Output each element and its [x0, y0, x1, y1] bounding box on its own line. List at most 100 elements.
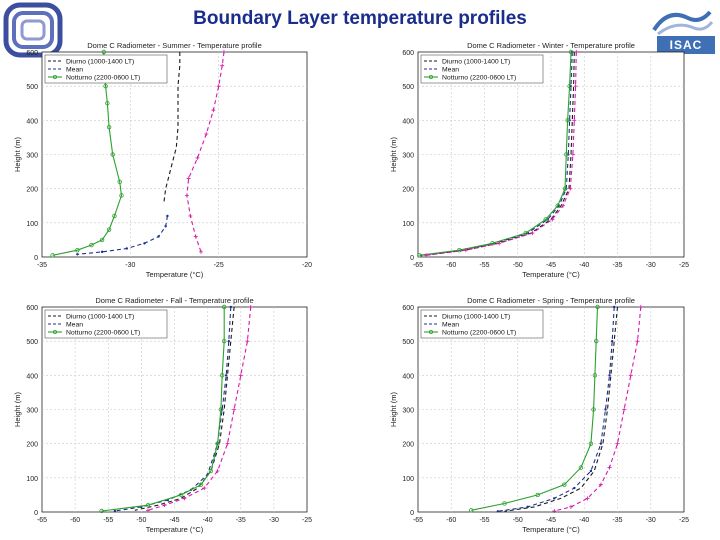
- x-tick-label: -25: [302, 517, 312, 524]
- data-point: [607, 465, 612, 470]
- y-tick-label: 300: [402, 408, 414, 415]
- isac-logo: [648, 4, 716, 41]
- data-point: [76, 253, 79, 256]
- data-point: [229, 305, 233, 309]
- data-point: [457, 247, 462, 253]
- data-point: [612, 305, 616, 309]
- data-point: [628, 373, 633, 378]
- y-tick-label: 100: [26, 476, 38, 483]
- legend-label: Diurno (1000-1400 LT): [442, 59, 510, 66]
- data-point: [232, 407, 237, 412]
- data-point: [162, 503, 167, 508]
- chart-1: -35 -30 -25 -20 0 100 200 300 400 500 600 Dome C Ra…: [13, 41, 312, 279]
- legend-label: Diurno (1000-1400 LT): [442, 314, 510, 321]
- y-tick-label: 600: [402, 50, 414, 57]
- cnr-logo: [2, 2, 68, 65]
- data-point: [198, 482, 204, 487]
- data-point: [100, 250, 104, 254]
- x-tick-label: -50: [136, 517, 146, 524]
- legend-box: [44, 54, 168, 84]
- data-point: [560, 203, 565, 208]
- chart-title: Dome C Radiometer - Fall - Temperature p…: [95, 296, 253, 305]
- data-point: [215, 441, 220, 446]
- data-point: [99, 237, 105, 243]
- data-point: [220, 63, 225, 68]
- y-tick-label: 100: [26, 221, 38, 228]
- data-point: [221, 338, 227, 344]
- data-point: [89, 242, 94, 248]
- x-tick-label: -45: [546, 262, 556, 269]
- data-point: [219, 373, 225, 378]
- x-tick-label: -35: [612, 517, 622, 524]
- x-axis-label: Temperature (°C): [146, 525, 204, 534]
- data-point: [166, 214, 169, 218]
- y-tick-label: 400: [402, 373, 414, 380]
- series-line-3: [101, 307, 225, 512]
- data-point: [469, 508, 474, 513]
- y-tick-label: 100: [402, 476, 414, 483]
- x-tick-label: -30: [269, 517, 279, 524]
- data-point: [574, 50, 579, 54]
- series-line-1: [134, 306, 235, 511]
- y-tick-label: 600: [26, 50, 38, 57]
- chart-3: -65 -60 -55 -50 -45 -40 -35 -30 -25 0 100 200 300 400…: [13, 296, 312, 534]
- data-point: [496, 510, 499, 513]
- x-tick-label: -35: [612, 262, 622, 269]
- chart-title: Dome C Radiometer - Spring - Temperature…: [467, 296, 635, 305]
- data-point: [588, 441, 594, 446]
- chart-2: -65 -60 -55 -50 -45 -40 -35 -30 -25 0 100 200 300 400…: [389, 41, 689, 279]
- y-tick-label: 500: [26, 84, 38, 91]
- data-point: [567, 83, 572, 89]
- x-tick-label: -25: [679, 517, 689, 524]
- series-line-3: [471, 306, 599, 511]
- legend-label: Notturno (2200-0600 LT): [442, 75, 516, 82]
- x-axis-label: Temperature (°C): [522, 270, 580, 279]
- x-tick-label: -25: [214, 262, 224, 269]
- data-point: [215, 469, 220, 473]
- data-point: [423, 253, 428, 258]
- data-point: [568, 504, 573, 509]
- y-axis-label: Height (m): [13, 136, 22, 172]
- data-point: [164, 225, 167, 228]
- data-point: [157, 235, 160, 238]
- series-line-4: [554, 306, 642, 512]
- data-point: [595, 304, 600, 310]
- data-point: [463, 248, 468, 253]
- legend-box: [44, 309, 168, 339]
- data-point: [221, 304, 227, 310]
- data-point: [225, 441, 230, 446]
- data-point: [550, 217, 555, 222]
- x-tick-label: -40: [579, 517, 589, 524]
- y-tick-label: 600: [26, 305, 38, 312]
- x-tick-label: -55: [479, 517, 489, 524]
- x-tick-label: -50: [513, 262, 523, 269]
- data-point: [112, 213, 117, 219]
- data-point: [227, 339, 231, 343]
- y-tick-label: 200: [26, 442, 38, 449]
- data-point: [146, 508, 150, 513]
- x-tick-label: -60: [70, 517, 80, 524]
- series-line-1: [504, 306, 619, 512]
- data-point: [568, 186, 573, 191]
- data-point: [188, 214, 193, 218]
- data-point: [543, 217, 548, 222]
- series-line-2: [497, 306, 615, 512]
- chart-title: Dome C Radiometer - Winter - Temperature…: [467, 41, 635, 50]
- x-tick-label: -40: [579, 262, 589, 269]
- y-tick-label: 0: [410, 255, 414, 262]
- legend-label: Mean: [442, 322, 459, 329]
- y-tick-label: 300: [402, 153, 414, 160]
- x-tick-label: -65: [413, 262, 423, 269]
- y-tick-label: 300: [26, 408, 38, 415]
- data-point: [638, 305, 643, 309]
- data-point: [578, 465, 584, 470]
- data-point: [555, 203, 560, 208]
- x-axis-label: Temperature (°C): [522, 525, 580, 534]
- legend-box: [420, 309, 544, 339]
- data-point: [565, 118, 570, 123]
- y-tick-label: 0: [410, 510, 414, 517]
- data-point: [568, 49, 574, 55]
- x-tick-label: -40: [203, 517, 213, 524]
- data-point: [608, 374, 611, 377]
- data-point: [526, 505, 529, 509]
